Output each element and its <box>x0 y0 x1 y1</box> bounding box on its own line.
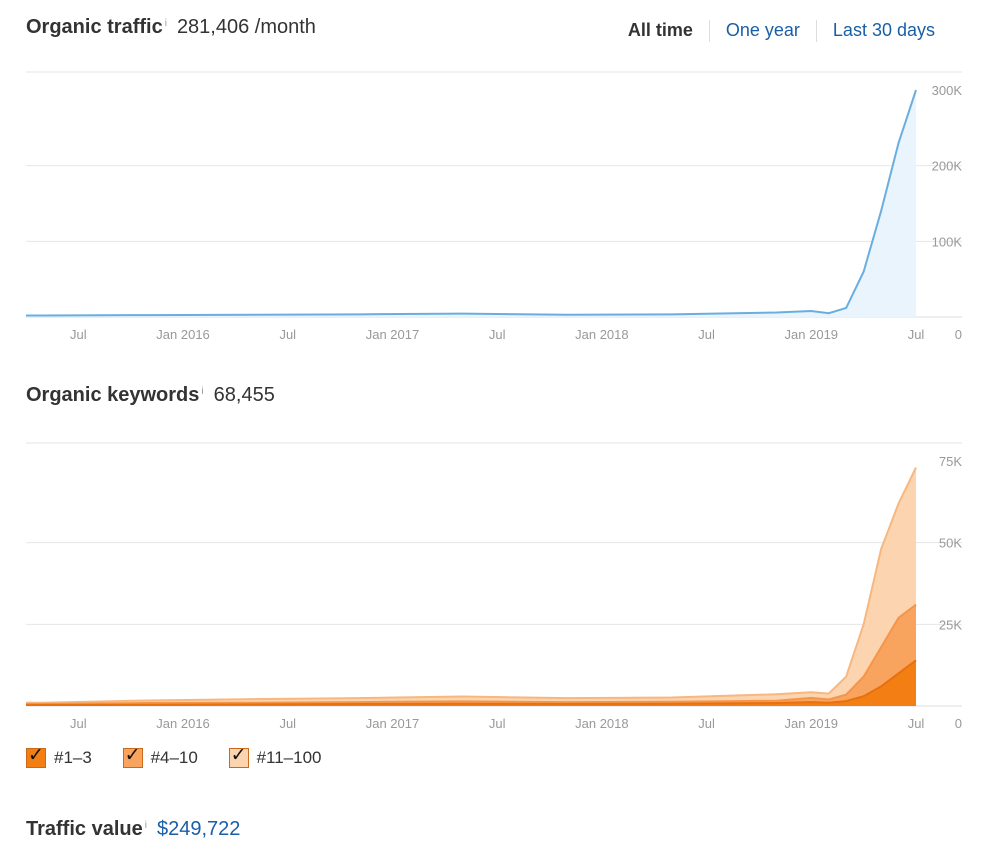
y-tick-label: 200K <box>932 159 963 174</box>
range-all-time[interactable]: All time <box>627 20 693 40</box>
series-line <box>26 659 917 707</box>
legend-item-top100[interactable]: #11–100 <box>228 744 322 768</box>
y-tick-label: 50K <box>939 536 962 551</box>
series-line <box>26 89 917 317</box>
x-tick-label: Jul <box>279 716 296 731</box>
x-tick-label: Jan 2016 <box>156 327 210 342</box>
series-area <box>26 90 916 317</box>
x-tick-label: Jan 2019 <box>785 716 839 731</box>
organic-traffic-chart: 300K 200K 100K 0 Jul Jan 2016 Jul Jan 2017 Jul Ja… <box>26 71 963 342</box>
x-tick-label: Jan 2017 <box>366 716 420 731</box>
info-icon[interactable]: i <box>164 18 167 29</box>
organic-keywords-title: Organic keywords <box>26 384 200 406</box>
range-divider <box>708 20 710 43</box>
legend-item-top3[interactable]: #1–3 <box>26 744 92 768</box>
y-tick-label: 25K <box>939 617 962 632</box>
legend-label: #4–10 <box>150 748 198 767</box>
keywords-legend: #1–3 #4–10 #11–100 <box>26 744 348 773</box>
organic-keywords-header: Organic keywords i 68,455 <box>26 384 275 407</box>
legend-label: #11–100 <box>256 748 322 767</box>
x-tick-label: Jan 2016 <box>156 716 210 731</box>
x-tick-label: Jul <box>279 327 296 342</box>
x-tick-label: Jul <box>70 327 87 342</box>
organic-keywords-chart: 75K 50K 25K 0 Jul Jan 2016 Jul Jan 2017 Jul Jan 2… <box>26 442 962 731</box>
x-tick-label: Jul <box>908 716 925 731</box>
x-tick-label: Jul <box>489 327 506 342</box>
organic-traffic-value: 281,406 /month <box>176 16 316 38</box>
x-tick-label: Jul <box>70 716 87 731</box>
y-tick-label: 0 <box>955 327 962 342</box>
x-tick-label: Jan 2018 <box>575 716 629 731</box>
traffic-value-header: Traffic value i $249,722 <box>26 818 240 841</box>
traffic-value-amount[interactable]: $249,722 <box>156 818 241 840</box>
organic-traffic-header: Organic traffic i 281,406 /month <box>26 16 316 39</box>
checkbox-icon[interactable] <box>122 744 143 768</box>
y-tick-label: 0 <box>955 716 962 731</box>
traffic-value-title: Traffic value <box>26 818 143 840</box>
legend-label: #1–3 <box>54 748 92 767</box>
legend-item-top10[interactable]: #4–10 <box>122 744 198 768</box>
y-tick-label: 300K <box>932 83 963 98</box>
range-divider <box>815 20 817 43</box>
series-area <box>26 604 916 706</box>
range-one-year[interactable]: One year <box>725 20 800 40</box>
y-tick-label: 100K <box>932 234 963 249</box>
checkbox-icon[interactable] <box>26 744 46 768</box>
info-icon[interactable]: i <box>201 386 204 397</box>
range-last-30-days[interactable]: Last 30 days <box>832 20 935 40</box>
time-range-selector: All time One year Last 30 days <box>612 18 951 43</box>
x-tick-label: Jan 2019 <box>785 327 839 342</box>
organic-traffic-title: Organic traffic <box>26 16 163 38</box>
series-area <box>26 467 916 706</box>
x-tick-label: Jul <box>698 716 715 731</box>
x-tick-label: Jan 2017 <box>366 327 420 342</box>
checkbox-icon[interactable] <box>228 744 249 768</box>
x-tick-label: Jan 2018 <box>575 327 629 342</box>
y-tick-label: 75K <box>939 454 962 469</box>
series-line <box>26 603 917 706</box>
series-line <box>26 467 917 704</box>
x-tick-label: Jul <box>489 716 506 731</box>
x-tick-label: Jul <box>698 327 715 342</box>
organic-keywords-value: 68,455 <box>213 384 275 406</box>
info-icon[interactable]: i <box>144 820 147 831</box>
x-tick-label: Jul <box>908 327 925 342</box>
